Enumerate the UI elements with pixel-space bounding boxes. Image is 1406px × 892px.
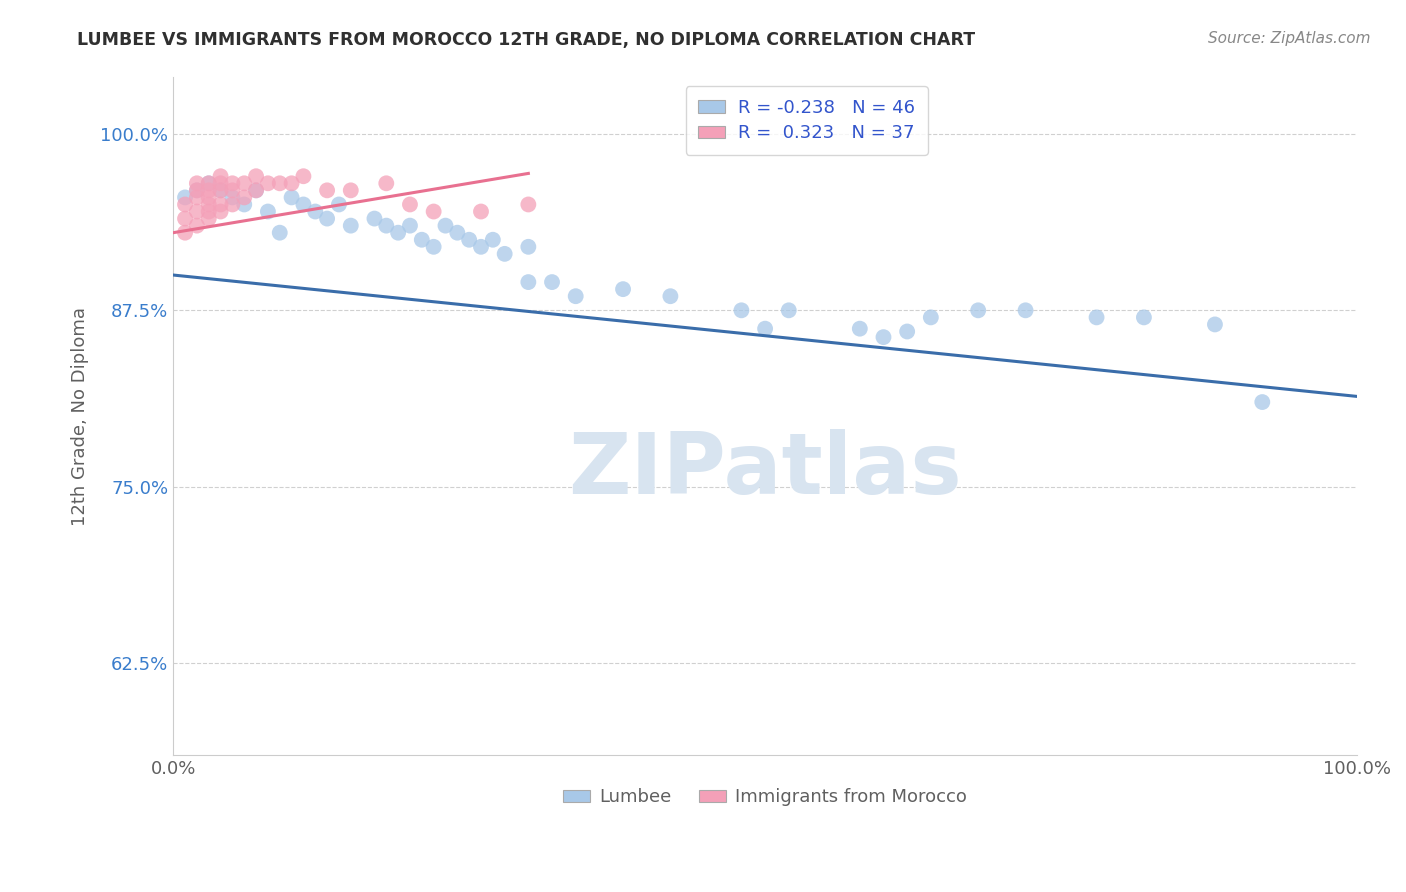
Point xyxy=(387,226,409,240)
Point xyxy=(197,183,219,197)
Point xyxy=(446,226,468,240)
Point xyxy=(375,219,398,233)
Point xyxy=(209,183,232,197)
Point xyxy=(316,211,339,226)
Point xyxy=(197,211,219,226)
Point xyxy=(280,176,302,190)
Point xyxy=(257,204,280,219)
Text: ZIPatlas: ZIPatlas xyxy=(568,429,962,512)
Point xyxy=(209,169,232,184)
Legend: Lumbee, Immigrants from Morocco: Lumbee, Immigrants from Morocco xyxy=(557,781,974,814)
Point xyxy=(186,190,208,204)
Point xyxy=(730,303,752,318)
Point xyxy=(221,190,243,204)
Point xyxy=(458,233,481,247)
Point xyxy=(517,275,540,289)
Point xyxy=(209,197,232,211)
Point xyxy=(197,204,219,219)
Point xyxy=(197,190,219,204)
Point xyxy=(328,197,350,211)
Point xyxy=(221,176,243,190)
Point xyxy=(233,190,256,204)
Point xyxy=(197,176,219,190)
Point xyxy=(422,240,444,254)
Point xyxy=(470,240,492,254)
Point xyxy=(197,176,219,190)
Point xyxy=(375,176,398,190)
Point xyxy=(482,233,505,247)
Point xyxy=(245,183,267,197)
Point xyxy=(186,183,208,197)
Point xyxy=(186,219,208,233)
Point xyxy=(363,211,385,226)
Point xyxy=(280,190,302,204)
Point xyxy=(209,176,232,190)
Point xyxy=(209,204,232,219)
Point xyxy=(920,310,942,325)
Point xyxy=(1014,303,1036,318)
Point xyxy=(174,211,197,226)
Point xyxy=(197,197,219,211)
Point xyxy=(304,204,326,219)
Point xyxy=(292,169,315,184)
Y-axis label: 12th Grade, No Diploma: 12th Grade, No Diploma xyxy=(72,307,89,525)
Point xyxy=(612,282,634,296)
Point xyxy=(1085,310,1108,325)
Point xyxy=(339,219,361,233)
Point xyxy=(245,183,267,197)
Point xyxy=(221,197,243,211)
Point xyxy=(399,197,422,211)
Point xyxy=(1133,310,1156,325)
Point xyxy=(292,197,315,211)
Point xyxy=(967,303,990,318)
Point xyxy=(233,176,256,190)
Point xyxy=(422,204,444,219)
Point xyxy=(872,330,894,344)
Point xyxy=(186,176,208,190)
Text: Source: ZipAtlas.com: Source: ZipAtlas.com xyxy=(1208,31,1371,46)
Point xyxy=(434,219,457,233)
Point xyxy=(1251,395,1274,409)
Text: LUMBEE VS IMMIGRANTS FROM MOROCCO 12TH GRADE, NO DIPLOMA CORRELATION CHART: LUMBEE VS IMMIGRANTS FROM MOROCCO 12TH G… xyxy=(77,31,976,49)
Point xyxy=(339,183,361,197)
Point xyxy=(517,197,540,211)
Point xyxy=(269,176,291,190)
Point xyxy=(778,303,800,318)
Point xyxy=(257,176,280,190)
Point xyxy=(411,233,433,247)
Point xyxy=(754,321,776,335)
Point xyxy=(269,226,291,240)
Point xyxy=(849,321,872,335)
Point xyxy=(470,204,492,219)
Point xyxy=(186,204,208,219)
Point xyxy=(209,183,232,197)
Point xyxy=(174,190,197,204)
Point xyxy=(517,240,540,254)
Point xyxy=(1204,318,1226,332)
Point xyxy=(541,275,564,289)
Point xyxy=(174,197,197,211)
Point xyxy=(494,247,516,261)
Point xyxy=(564,289,586,303)
Point xyxy=(896,325,918,339)
Point xyxy=(245,169,267,184)
Point xyxy=(659,289,682,303)
Point xyxy=(174,226,197,240)
Point xyxy=(399,219,422,233)
Point xyxy=(221,183,243,197)
Point xyxy=(316,183,339,197)
Point xyxy=(233,197,256,211)
Point xyxy=(186,183,208,197)
